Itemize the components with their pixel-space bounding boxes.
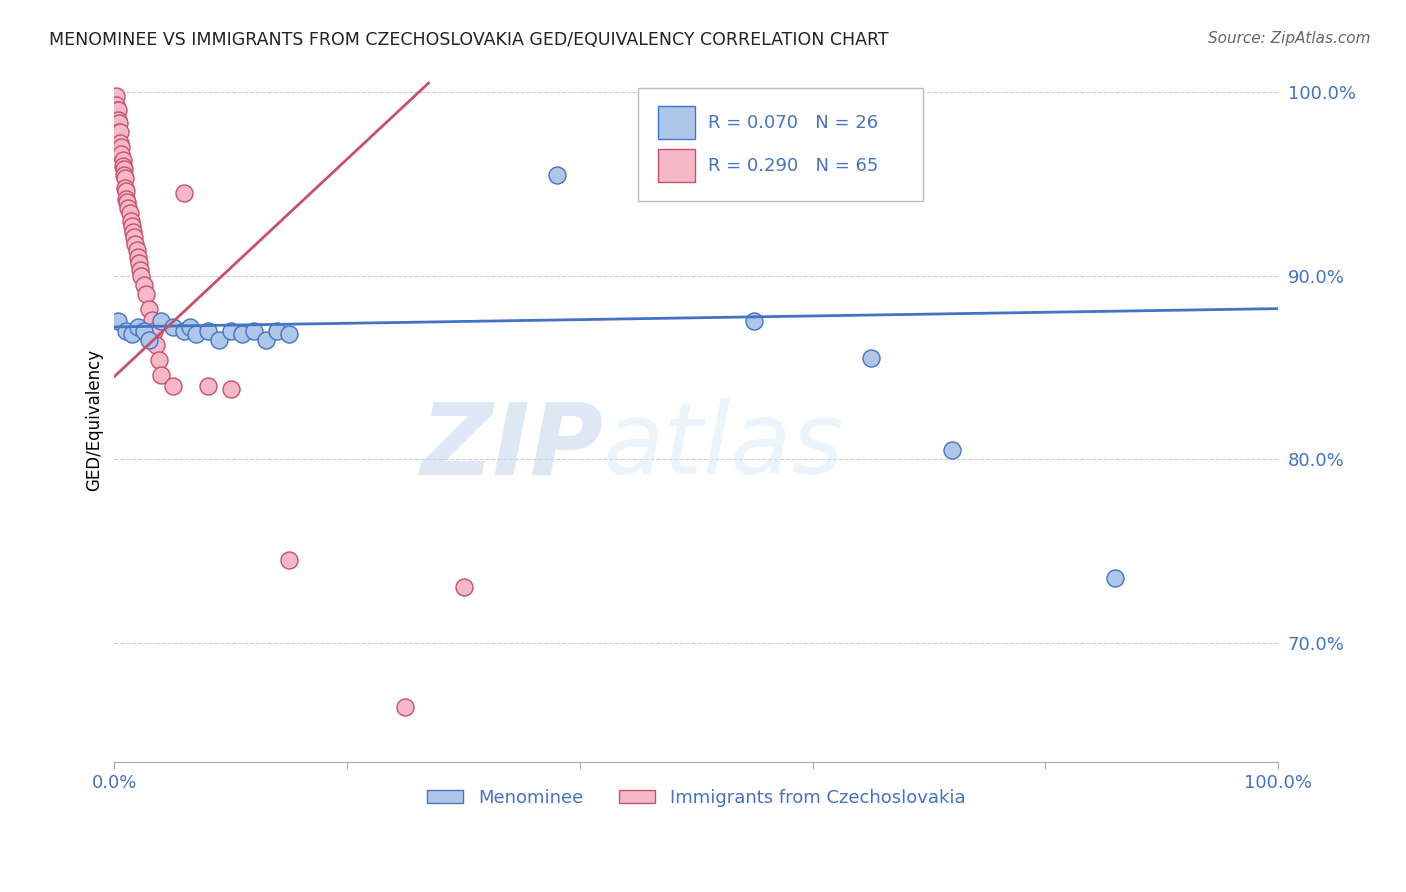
Immigrants from Czechoslovakia xyxy=(122,225,145,239)
Immigrants from Czechoslovakia xyxy=(115,192,138,206)
Text: R = 0.290   N = 65: R = 0.290 N = 65 xyxy=(707,157,879,176)
Menominee xyxy=(179,320,201,334)
Menominee xyxy=(231,327,253,342)
Bar xyxy=(658,106,695,139)
Immigrants from Czechoslovakia xyxy=(118,206,141,220)
Menominee xyxy=(149,314,172,328)
Menominee xyxy=(546,168,568,182)
Immigrants from Czechoslovakia xyxy=(105,103,128,118)
Immigrants from Czechoslovakia xyxy=(115,184,138,198)
Immigrants from Czechoslovakia xyxy=(197,378,219,392)
Immigrants from Czechoslovakia xyxy=(120,213,142,227)
Immigrants from Czechoslovakia xyxy=(112,162,135,177)
Immigrants from Czechoslovakia xyxy=(110,126,132,140)
Menominee xyxy=(162,320,184,334)
Immigrants from Czechoslovakia xyxy=(104,88,127,103)
Immigrants from Czechoslovakia xyxy=(108,126,131,140)
Immigrants from Czechoslovakia xyxy=(107,112,129,127)
Immigrants from Czechoslovakia xyxy=(124,237,146,252)
Menominee xyxy=(243,324,266,338)
Immigrants from Czechoslovakia xyxy=(110,136,132,151)
Menominee xyxy=(266,324,288,338)
Immigrants from Czechoslovakia xyxy=(111,153,134,167)
Text: MENOMINEE VS IMMIGRANTS FROM CZECHOSLOVAKIA GED/EQUIVALENCY CORRELATION CHART: MENOMINEE VS IMMIGRANTS FROM CZECHOSLOVA… xyxy=(49,31,889,49)
Menominee xyxy=(744,314,766,328)
Menominee xyxy=(197,324,219,338)
Legend: Menominee, Immigrants from Czechoslovakia: Menominee, Immigrants from Czechoslovaki… xyxy=(420,782,973,814)
Immigrants from Czechoslovakia xyxy=(162,378,184,392)
Immigrants from Czechoslovakia xyxy=(110,140,132,154)
Menominee xyxy=(121,327,143,342)
Immigrants from Czechoslovakia xyxy=(122,230,145,244)
Text: R = 0.070   N = 26: R = 0.070 N = 26 xyxy=(707,114,877,132)
Text: atlas: atlas xyxy=(603,399,845,495)
Text: ZIP: ZIP xyxy=(420,399,603,495)
Menominee xyxy=(208,333,231,347)
Immigrants from Czechoslovakia xyxy=(278,553,301,567)
Immigrants from Czechoslovakia xyxy=(129,268,152,283)
Immigrants from Czechoslovakia xyxy=(125,243,148,257)
Menominee xyxy=(941,442,963,457)
Menominee xyxy=(107,314,129,328)
Immigrants from Czechoslovakia xyxy=(149,368,172,382)
Immigrants from Czechoslovakia xyxy=(394,699,416,714)
Immigrants from Czechoslovakia xyxy=(135,287,157,301)
Immigrants from Czechoslovakia xyxy=(107,103,129,118)
Immigrants from Czechoslovakia xyxy=(112,168,135,182)
Menominee xyxy=(138,333,160,347)
Immigrants from Czechoslovakia xyxy=(104,98,127,112)
Y-axis label: GED/Equivalency: GED/Equivalency xyxy=(86,349,103,491)
Immigrants from Czechoslovakia xyxy=(453,581,475,595)
Immigrants from Czechoslovakia xyxy=(173,186,195,200)
Immigrants from Czechoslovakia xyxy=(111,159,134,173)
Immigrants from Czechoslovakia xyxy=(145,338,167,352)
Immigrants from Czechoslovakia xyxy=(117,201,139,215)
Menominee xyxy=(1104,571,1126,585)
Immigrants from Czechoslovakia xyxy=(129,263,152,277)
Immigrants from Czechoslovakia xyxy=(114,180,136,194)
Menominee xyxy=(184,327,207,342)
Immigrants from Czechoslovakia xyxy=(108,116,131,130)
Immigrants from Czechoslovakia xyxy=(219,382,242,396)
Immigrants from Czechoslovakia xyxy=(141,312,163,326)
Immigrants from Czechoslovakia xyxy=(143,324,166,338)
Menominee xyxy=(219,324,242,338)
Text: Source: ZipAtlas.com: Source: ZipAtlas.com xyxy=(1208,31,1371,46)
Menominee xyxy=(859,351,882,366)
Immigrants from Czechoslovakia xyxy=(148,353,170,368)
Immigrants from Czechoslovakia xyxy=(121,219,143,233)
Menominee xyxy=(115,324,138,338)
FancyBboxPatch shape xyxy=(638,87,924,201)
Immigrants from Czechoslovakia xyxy=(114,171,136,186)
Immigrants from Czechoslovakia xyxy=(115,195,138,210)
Immigrants from Czechoslovakia xyxy=(132,277,155,292)
Immigrants from Czechoslovakia xyxy=(110,147,132,161)
Menominee xyxy=(254,333,277,347)
Menominee xyxy=(127,320,149,334)
Menominee xyxy=(173,324,195,338)
Menominee xyxy=(278,327,301,342)
Immigrants from Czechoslovakia xyxy=(138,301,160,316)
Menominee xyxy=(132,324,155,338)
Bar xyxy=(658,149,695,182)
Immigrants from Czechoslovakia xyxy=(128,256,150,270)
Immigrants from Czechoslovakia xyxy=(127,250,149,264)
